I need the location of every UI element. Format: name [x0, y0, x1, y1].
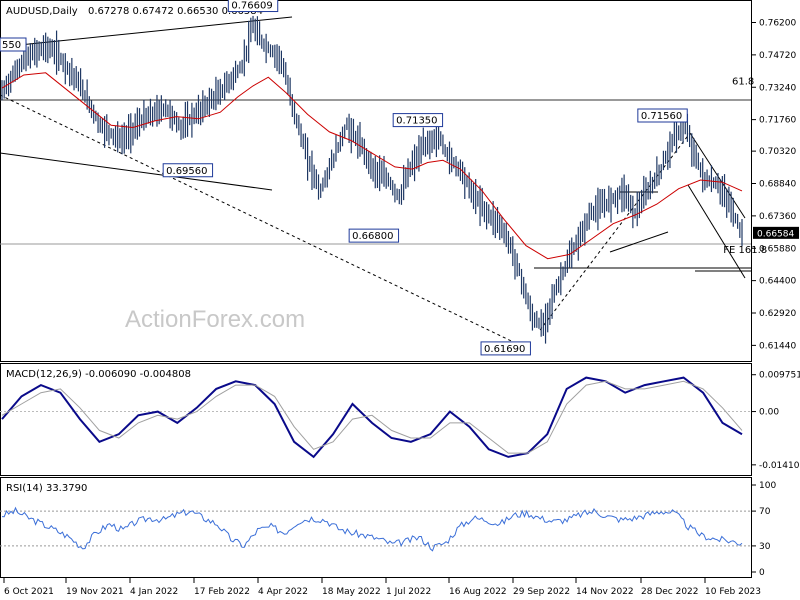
level-label: 0.71560	[641, 111, 682, 122]
level-label: 0.71350	[396, 116, 437, 127]
y-tick-label: 0.64400	[759, 277, 796, 287]
watermark: ActionForex.com	[125, 306, 305, 333]
rsi-tick-label: 70	[759, 507, 771, 517]
level-box	[162, 163, 214, 178]
rsi-panel-frame	[0, 477, 752, 578]
current-price-label: 0.66584	[757, 229, 794, 239]
macd-layer: 0.009751 0.00 -0.014107	[0, 371, 800, 471]
rsi-tick-label: 30	[759, 542, 771, 552]
macd-line	[1, 376, 743, 459]
main-panel-frame	[0, 0, 752, 362]
level-label: 0.66800	[352, 231, 393, 242]
partial-level-box	[0, 37, 27, 52]
symbol-label: AUDUSD,Daily	[6, 6, 78, 17]
x-tick-label: 17 Feb 2022	[194, 587, 250, 597]
rsi-layer: 100 70 30 0	[0, 481, 776, 578]
rsi-tick-label: 0	[759, 568, 765, 578]
macd-tick-label: 0.009751	[759, 371, 800, 381]
ma-line	[1, 72, 743, 260]
y-tick-label: 0.61440	[759, 341, 796, 351]
ohlc-label: 0.67278 0.67472 0.66530 0.66584	[88, 6, 263, 17]
axis-layer: 0.76200 0.74720 0.73240 0.71760 0.70320 0.688…	[3, 19, 799, 597]
y-tick-label: 0.74720	[759, 51, 796, 61]
x-tick-label: 29 Sep 2022	[513, 587, 570, 597]
x-tick-label: 4 Jan 2022	[130, 587, 178, 597]
level-box	[637, 108, 688, 123]
x-tick-label: 6 Oct 2021	[4, 587, 54, 597]
current-price-box	[753, 226, 799, 239]
dashed-trendline-down	[0, 94, 531, 351]
rsi-line	[1, 506, 743, 552]
level-label: 0.61690	[484, 344, 525, 355]
level-box	[227, 0, 279, 13]
y-tick-label: 0.68840	[759, 180, 796, 190]
macd-title: MACD(12,26,9) -0.006090 -0.004808	[6, 369, 191, 380]
x-tick-label: 10 Feb 2023	[705, 587, 761, 597]
channel-lower	[687, 184, 746, 279]
support-line	[609, 231, 669, 253]
x-tick-label: 14 Nov 2022	[576, 587, 634, 597]
y-tick-label: 0.73240	[759, 83, 796, 93]
macd-tick-label: 0.00	[759, 408, 779, 418]
y-tick-label: 0.76200	[759, 19, 796, 29]
dashed-trendline-up	[539, 132, 691, 331]
trendlines	[0, 16, 751, 351]
y-tick-label: 0.65880	[759, 244, 796, 254]
x-tick-label: 1 Jul 2022	[386, 587, 431, 597]
rsi-tick-label: 100	[759, 481, 776, 491]
macd-panel-frame	[0, 363, 752, 476]
price-layer	[1, 15, 743, 344]
macd-tick-label: -0.014107	[759, 461, 800, 471]
y-tick-label: 0.71760	[759, 116, 796, 126]
partial-level-label: 550	[2, 40, 21, 51]
x-tick-label: 4 Apr 2022	[258, 587, 308, 597]
level-label: 0.69560	[166, 166, 207, 177]
level-box	[392, 113, 444, 128]
x-tick-label: 16 Aug 2022	[449, 587, 507, 597]
fib-label: 61.8	[732, 76, 754, 87]
trendline-lower-left	[0, 152, 273, 191]
ma-layer	[1, 72, 743, 260]
signal-line	[1, 380, 743, 454]
level-box	[348, 228, 400, 243]
rsi-title: RSI(14) 33.3790	[6, 483, 87, 494]
y-tick-label: 0.70320	[759, 147, 796, 157]
y-tick-label: 0.67360	[759, 212, 796, 222]
annotation-layer: 0.76609 0.69560 0.71350 0.66800 0.61690 0.715…	[0, 0, 767, 356]
y-tick-label: 0.62920	[759, 309, 796, 319]
x-tick-label: 28 Dec 2022	[641, 587, 699, 597]
fib-label: FE 161.8	[723, 245, 767, 256]
trendline-upper-left	[0, 16, 293, 48]
level-box	[480, 341, 531, 356]
x-tick-label: 19 Nov 2021	[66, 587, 124, 597]
x-tick-label: 18 May 2022	[322, 587, 381, 597]
level-label: 0.76609	[231, 1, 272, 12]
